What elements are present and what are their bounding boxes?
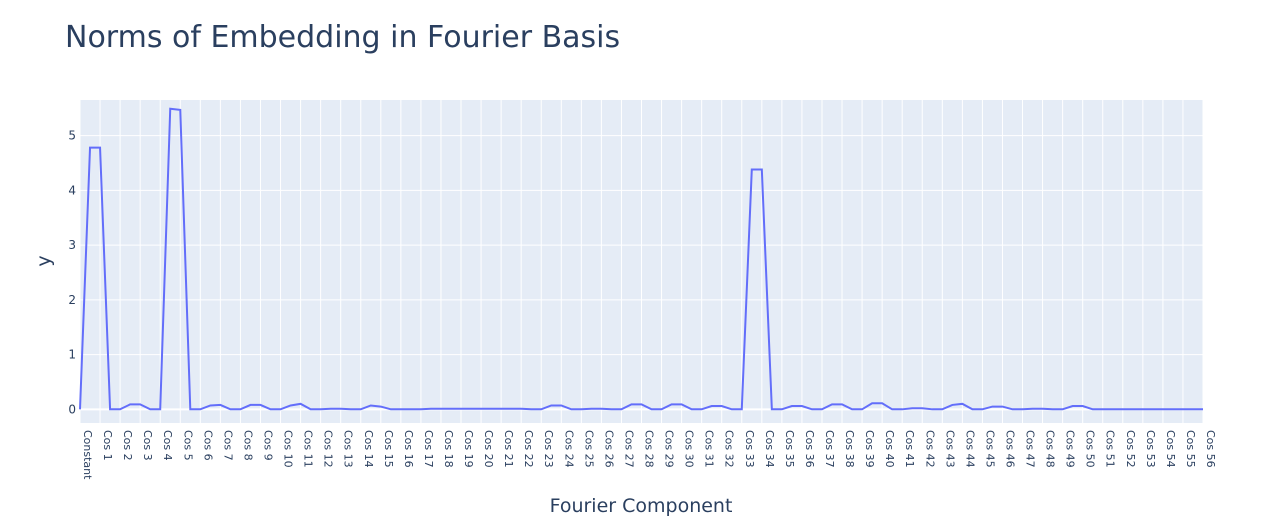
x-tick-label: Cos 19 <box>462 430 475 468</box>
x-tick-label: Cos 43 <box>943 430 956 468</box>
x-tick-label: Cos 23 <box>542 430 555 468</box>
x-tick-label: Cos 3 <box>141 430 154 461</box>
x-tick-label: Cos 39 <box>863 430 876 468</box>
x-tick-label: Cos 8 <box>241 430 254 461</box>
x-tick-label: Cos 30 <box>683 430 696 468</box>
series-line <box>79 107 1203 411</box>
x-tick-label: Cos 24 <box>562 430 575 468</box>
x-tick-label: Cos 46 <box>1003 430 1016 468</box>
x-tick-label: Cos 28 <box>643 430 656 468</box>
y-tick-labels: 0 1 2 3 4 5 <box>68 129 76 417</box>
x-tick-label: Cos 5 <box>181 430 194 461</box>
x-tick-label: Cos 27 <box>622 430 635 468</box>
x-tick-label: Constant <box>81 430 94 480</box>
x-gridlines <box>79 100 1204 423</box>
x-tick-label: Cos 42 <box>923 430 936 468</box>
x-tick-label: Cos 56 <box>1204 430 1217 468</box>
x-tick-label: Cos 12 <box>322 430 335 468</box>
x-tick-label: Cos 53 <box>1144 430 1157 468</box>
x-tick-label: Cos 33 <box>743 430 756 468</box>
x-tick-label: Cos 21 <box>502 430 515 468</box>
x-tick-label: Cos 55 <box>1184 430 1197 468</box>
y-tick-label: 0 <box>68 402 76 416</box>
x-tick-label: Cos 35 <box>783 430 796 468</box>
x-tick-label: Cos 41 <box>903 430 916 468</box>
x-tick-label: Cos 29 <box>663 430 676 468</box>
y-tick-label: 4 <box>68 183 76 197</box>
x-tick-label: Cos 6 <box>201 430 214 461</box>
y-tick-label: 2 <box>68 293 76 307</box>
x-tick-label: Cos 38 <box>843 430 856 468</box>
y-tick-label: 1 <box>68 348 76 362</box>
x-tick-label: Cos 13 <box>342 430 355 468</box>
x-tick-label: Cos 10 <box>282 430 295 468</box>
x-tick-label: Cos 51 <box>1104 430 1117 468</box>
x-tick-label: Cos 11 <box>302 430 315 468</box>
x-tick-label: Cos 32 <box>723 430 736 468</box>
x-tick-label: Cos 17 <box>422 430 435 468</box>
x-tick-label: Cos 44 <box>963 430 976 468</box>
x-tick-label: Cos 15 <box>382 430 395 468</box>
x-tick-label: Cos 36 <box>803 430 816 468</box>
x-tick-label: Cos 2 <box>121 430 134 461</box>
x-tick-label: Cos 47 <box>1024 430 1037 468</box>
x-tick-label: Cos 50 <box>1084 430 1097 468</box>
x-tick-label: Cos 18 <box>442 430 455 468</box>
x-tick-label: Cos 34 <box>763 430 776 468</box>
x-tick-label: Cos 25 <box>582 430 595 468</box>
y-tick-label: 3 <box>68 238 76 252</box>
x-tick-label: Cos 37 <box>823 430 836 468</box>
x-tick-label: Cos 22 <box>522 430 535 468</box>
x-tick-label: Cos 1 <box>101 430 114 461</box>
x-tick-label: Cos 26 <box>602 430 615 468</box>
chart-title: Norms of Embedding in Fourier Basis <box>65 20 621 55</box>
x-tick-labels: Constant Cos 1 Cos 2 Cos 3 Cos 4 Cos 5 Cos 6 Co… <box>81 430 1217 480</box>
x-tick-label: Cos 48 <box>1044 430 1057 468</box>
x-tick-label: Cos 54 <box>1164 430 1177 468</box>
y-tick-label: 5 <box>68 129 76 143</box>
x-tick-label: Cos 49 <box>1064 430 1077 468</box>
x-tick-label: Cos 31 <box>703 430 716 468</box>
x-tick-label: Cos 9 <box>261 430 274 461</box>
x-tick-label: Cos 40 <box>883 430 896 468</box>
x-tick-label: Cos 16 <box>402 430 415 468</box>
x-tick-label: Cos 52 <box>1124 430 1137 468</box>
y-axis-title: y <box>33 255 55 266</box>
x-tick-label: Cos 7 <box>221 430 234 461</box>
x-tick-label: Cos 14 <box>362 430 375 468</box>
x-axis-title: Fourier Component <box>550 495 733 517</box>
x-tick-label: Cos 45 <box>983 430 996 468</box>
x-tick-label: Cos 20 <box>482 430 495 468</box>
x-tick-label: Cos 4 <box>161 430 174 461</box>
